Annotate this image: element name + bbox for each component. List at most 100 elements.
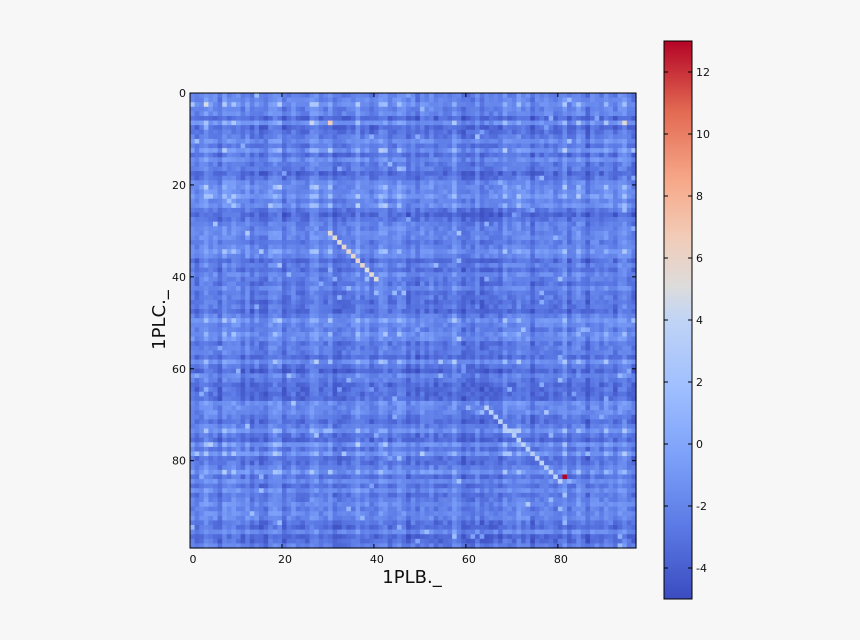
heatmap-cell (516, 125, 522, 131)
heatmap-cell (452, 258, 458, 264)
heatmap-cell (341, 97, 347, 103)
heatmap-cell (562, 240, 568, 246)
heatmap-cell (277, 263, 283, 269)
heatmap-cell (525, 217, 531, 223)
heatmap-cell (429, 258, 435, 264)
heatmap-cell (332, 258, 338, 264)
heatmap-cell (447, 272, 453, 278)
heatmap-cell (410, 304, 416, 310)
heatmap-cell (465, 143, 472, 149)
heatmap-cell (226, 120, 232, 126)
heatmap-cell (373, 322, 380, 328)
heatmap-cell (401, 253, 407, 260)
heatmap-cell (314, 318, 320, 324)
heatmap-cell (484, 198, 490, 204)
heatmap-cell (493, 138, 499, 145)
heatmap-cell (521, 194, 527, 200)
heatmap-cell (190, 97, 196, 103)
heatmap-cell (617, 189, 623, 195)
heatmap-cell (378, 267, 384, 273)
heatmap-cell (544, 180, 550, 186)
heatmap-cell (263, 281, 269, 287)
heatmap-cell (626, 134, 632, 140)
heatmap-cell (502, 194, 508, 200)
heatmap-cell (378, 161, 384, 168)
heatmap-cell (277, 184, 283, 191)
heatmap-cell (571, 93, 577, 99)
heatmap-cell (479, 290, 485, 296)
heatmap-cell (594, 304, 600, 310)
heatmap-cell (245, 161, 251, 168)
heatmap-cell (548, 106, 554, 112)
heatmap-cell (626, 207, 632, 214)
heatmap-cell (249, 217, 255, 223)
heatmap-cell (544, 253, 550, 260)
heatmap-cell (613, 230, 619, 237)
heatmap-cell (631, 138, 637, 145)
heatmap-cell (594, 217, 600, 223)
heatmap-cell (631, 194, 637, 200)
heatmap-cell (341, 175, 347, 181)
heatmap-cell (562, 115, 568, 122)
heatmap-cell (544, 171, 550, 177)
heatmap-cell (571, 148, 577, 154)
heatmap-cell (203, 226, 209, 232)
heatmap-cell (419, 230, 426, 237)
heatmap-cell (442, 138, 449, 145)
heatmap-cell (617, 134, 623, 140)
heatmap-cell (447, 212, 453, 218)
heatmap-cell (212, 184, 219, 191)
heatmap-cell (304, 322, 311, 328)
heatmap-cell (373, 258, 380, 264)
heatmap-cell (309, 129, 315, 135)
heatmap-cell (544, 212, 550, 218)
heatmap-cell (438, 276, 444, 283)
heatmap-cell (387, 157, 393, 163)
heatmap-cell (364, 138, 370, 145)
heatmap-cell (406, 106, 412, 112)
heatmap-cell (438, 157, 444, 163)
heatmap-cell (272, 148, 278, 154)
heatmap-cell (498, 175, 504, 181)
heatmap-cell (525, 175, 531, 181)
heatmap-cell (327, 189, 334, 195)
heatmap-cell (332, 111, 338, 117)
heatmap-cell (484, 272, 490, 278)
heatmap-cell (590, 194, 596, 200)
heatmap-cell (613, 120, 619, 126)
heatmap-cell (631, 286, 637, 292)
heatmap-cell (277, 235, 283, 241)
heatmap-cell (360, 235, 366, 241)
heatmap-cell (258, 327, 265, 333)
heatmap-cell (498, 309, 504, 315)
heatmap-cell (447, 143, 453, 149)
heatmap-cell (263, 267, 269, 273)
heatmap-cell (502, 134, 508, 140)
heatmap-cell (626, 120, 632, 126)
heatmap-cell (424, 207, 430, 214)
heatmap-cell (226, 184, 232, 191)
heatmap-cell (190, 322, 196, 328)
heatmap-cell (355, 258, 361, 264)
heatmap-cell (562, 138, 568, 145)
heatmap-cell (300, 102, 306, 108)
heatmap-cell (360, 189, 366, 195)
heatmap-cell (235, 221, 242, 227)
heatmap-cell (488, 102, 495, 108)
heatmap-cell (442, 134, 449, 140)
heatmap-cell (599, 161, 605, 168)
heatmap-cell (337, 327, 343, 333)
heatmap-cell (401, 290, 407, 296)
heatmap-cell (240, 175, 246, 181)
heatmap-cell (346, 134, 352, 140)
heatmap-cell (346, 304, 352, 310)
heatmap-cell (539, 102, 545, 108)
heatmap-cell (534, 304, 541, 310)
heatmap-cell (318, 253, 324, 260)
heatmap-cell (378, 212, 384, 218)
heatmap-cell (442, 189, 449, 195)
heatmap-cell (548, 134, 554, 140)
heatmap-cell (631, 272, 637, 278)
heatmap-cell (346, 102, 352, 108)
heatmap-cell (479, 189, 485, 195)
